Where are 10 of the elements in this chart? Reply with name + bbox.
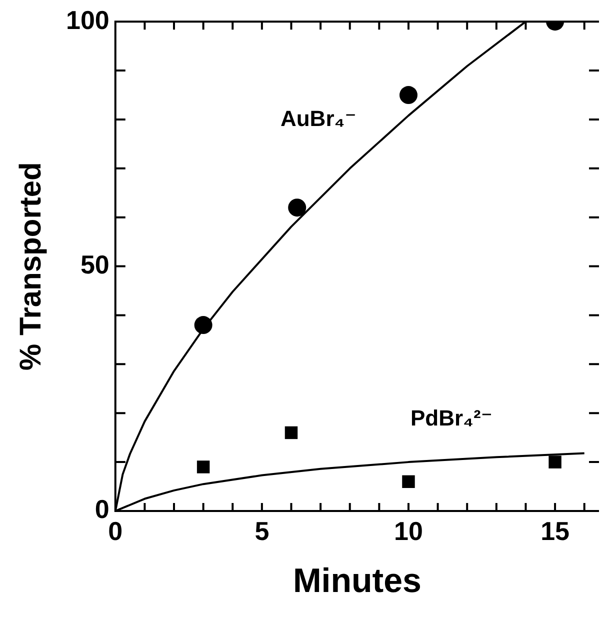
- x-tick-label: 5: [254, 516, 270, 546]
- x-axis-title: Minutes: [292, 562, 422, 600]
- y-tick-label: 100: [66, 4, 110, 35]
- text: PdBr₄²⁻: [410, 406, 492, 431]
- x-tick-label: 10: [394, 516, 423, 546]
- x-tick-label: 15: [540, 516, 570, 546]
- y-tick-label: 50: [80, 249, 110, 280]
- y-tick-label: 0: [94, 494, 110, 524]
- text: AuBr₄⁻: [280, 106, 356, 132]
- y-axis-title: % Transported: [14, 162, 48, 370]
